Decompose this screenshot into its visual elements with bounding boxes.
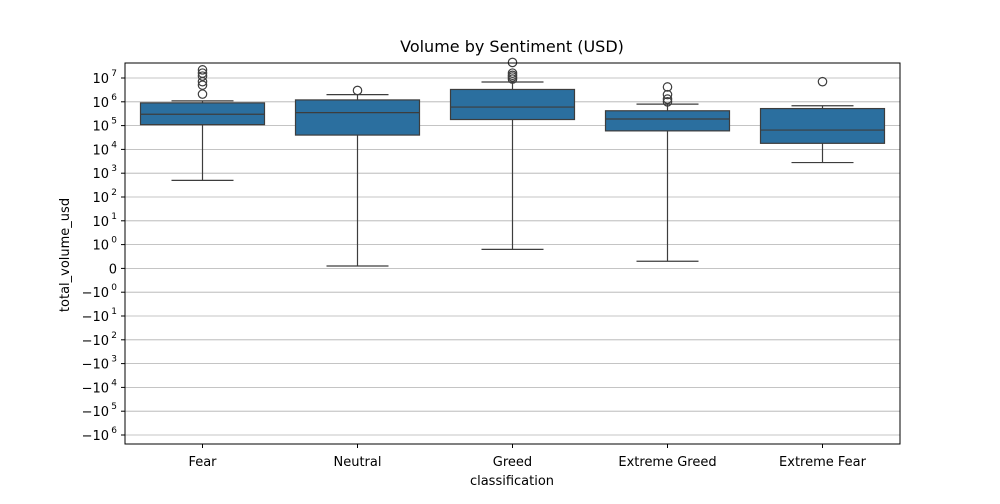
y-tick-exponent: 5	[111, 117, 117, 127]
y-tick-label: 10	[92, 72, 109, 87]
box-group	[604, 82, 731, 262]
outlier-point	[197, 80, 208, 90]
y-tick-exponent: 3	[111, 164, 117, 174]
outlier-point	[197, 65, 208, 75]
y-tick-exponent: 5	[111, 402, 117, 412]
y-tick-label: −10	[82, 381, 109, 396]
y-tick-exponent: 4	[111, 140, 117, 150]
y-tick-label: 10	[92, 191, 109, 206]
plot-frame	[124, 62, 901, 445]
outlier-point	[507, 57, 518, 68]
y-tick-exponent: 0	[111, 236, 117, 246]
x-tick-label: Greed	[493, 455, 532, 470]
y-tick-label: 0	[109, 262, 117, 277]
y-tick-exponent: 4	[111, 378, 117, 388]
outlier-point	[817, 76, 828, 87]
box-iqr	[604, 110, 731, 132]
y-tick-label: 10	[92, 215, 109, 230]
y-tick-label: 10	[92, 167, 109, 182]
y-tick-label: −10	[82, 286, 109, 301]
x-tick-label: Extreme Greed	[618, 455, 716, 470]
y-tick-label: −10	[82, 429, 109, 444]
outlier-point	[352, 85, 363, 96]
chart-title: Volume by Sentiment (USD)	[400, 37, 624, 56]
y-tick-label: −10	[82, 358, 109, 373]
y-tick-exponent: 2	[111, 331, 117, 341]
y-tick-label: −10	[82, 310, 109, 325]
outlier-point	[662, 89, 673, 100]
y-tick-exponent: 1	[111, 212, 117, 222]
x-axis-label: classification	[470, 474, 554, 489]
outlier-point	[197, 71, 208, 81]
y-tick-exponent: 3	[111, 355, 117, 365]
box-iqr	[294, 99, 421, 136]
y-tick-exponent: 2	[111, 188, 117, 198]
box-iqr	[759, 107, 886, 144]
box-group	[449, 57, 576, 250]
outlier-point	[197, 68, 208, 78]
box-iqr	[449, 88, 576, 121]
x-tick-label: Fear	[188, 455, 217, 470]
outlier-point	[507, 68, 518, 78]
outlier-point	[662, 97, 673, 107]
outlier-point	[197, 89, 208, 99]
box-group	[294, 85, 421, 267]
y-tick-exponent: 6	[111, 93, 117, 103]
boxes	[139, 57, 886, 267]
outlier-point	[662, 94, 673, 104]
y-tick-exponent: 6	[111, 426, 117, 436]
y-tick-label: −10	[82, 334, 109, 349]
y-tick-exponent: 1	[111, 307, 117, 317]
x-tick-label: Neutral	[334, 455, 382, 470]
y-tick-label: 10	[92, 120, 109, 135]
y-tick-exponent: 0	[111, 283, 117, 293]
x-tick-label: Extreme Fear	[779, 455, 867, 470]
outlier-point	[662, 82, 673, 92]
y-tick-label: 10	[92, 239, 109, 254]
y-tick-label: 10	[92, 96, 109, 111]
y-axis-label: total_volume_usd	[58, 198, 73, 312]
box-group	[139, 65, 266, 181]
y-tick-label: −10	[82, 405, 109, 420]
y-tick-exponent: 7	[111, 69, 117, 79]
box-group	[759, 76, 886, 164]
y-tick-label: 10	[92, 143, 109, 158]
